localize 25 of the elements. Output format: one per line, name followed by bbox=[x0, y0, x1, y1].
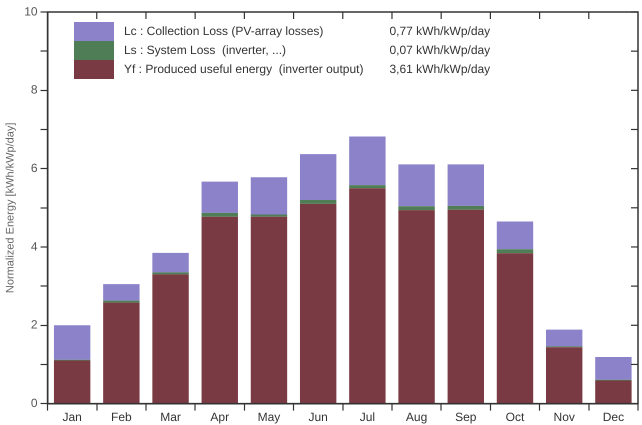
x-tick-label: Jan bbox=[62, 410, 82, 424]
legend-label: Yf : Produced useful energy (inverter output) bbox=[124, 61, 364, 78]
annotation: 3,61 kWh/kWp/day bbox=[389, 61, 490, 78]
x-tick-label: Nov bbox=[554, 410, 575, 424]
y-axis-title: Normalized Energy [kWh/kWp/day] bbox=[4, 122, 17, 294]
x-tick-label: Sep bbox=[455, 410, 477, 424]
x-tick-label: Oct bbox=[506, 410, 525, 424]
x-tick-label: Jul bbox=[360, 410, 376, 424]
y-tick-label: 4 bbox=[30, 239, 38, 254]
x-tick-label: Dec bbox=[602, 410, 624, 424]
x-tick-label: Mar bbox=[160, 410, 181, 424]
legend-label: Ls : System Loss (inverter, ...) bbox=[124, 42, 288, 59]
legend-label: Lc : Collection Loss (PV-array losses) bbox=[124, 23, 324, 40]
y-tick-label: 6 bbox=[30, 160, 38, 175]
x-tick-label: Apr bbox=[210, 410, 230, 424]
y-tick-label: 10 bbox=[24, 4, 38, 18]
y-tick-label: 0 bbox=[30, 396, 38, 410]
y-tick-label: 8 bbox=[30, 82, 38, 97]
x-tick-label: Aug bbox=[406, 410, 428, 424]
annotation: 0,07 kWh/kWp/day bbox=[389, 42, 490, 59]
y-tick-label: 2 bbox=[30, 318, 38, 332]
x-tick-label: Jun bbox=[308, 410, 328, 424]
annotation: 0,77 kWh/kWp/day bbox=[389, 23, 490, 40]
x-tick-label: May bbox=[258, 410, 280, 424]
x-tick-label: Feb bbox=[111, 410, 132, 424]
